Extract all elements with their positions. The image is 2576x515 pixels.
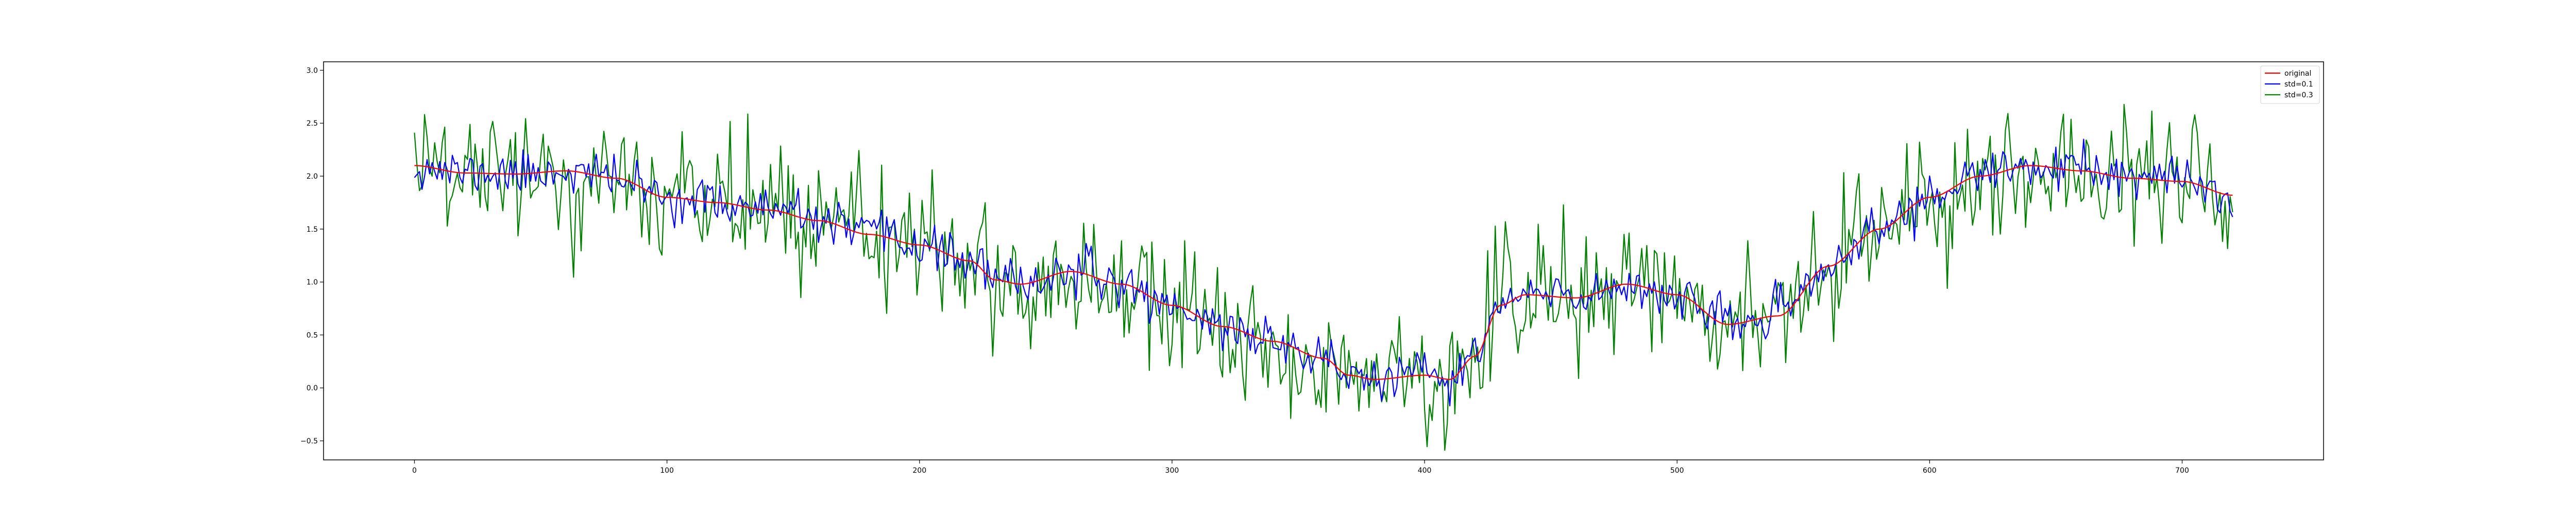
series-layer (414, 104, 2233, 451)
series-line-std-0-1 (414, 139, 2233, 406)
plot-frame (323, 61, 2324, 460)
series-line-std-0-3 (414, 104, 2233, 451)
x-tick-label: 0 (412, 467, 417, 475)
y-tick-label: 0.0 (307, 384, 318, 392)
series-line-original (414, 165, 2233, 380)
legend-label: std=0.1 (2284, 80, 2313, 89)
x-tick-label: 700 (2175, 467, 2189, 475)
x-tick-label: 600 (1923, 467, 1937, 475)
y-tick-label: 3.0 (307, 66, 318, 75)
legend: original std=0.1 std=0.3 (2260, 65, 2320, 104)
x-tick-label: 400 (1418, 467, 1432, 475)
x-tick-label: 500 (1670, 467, 1684, 475)
y-tick-label: 0.5 (307, 331, 318, 339)
x-axis: 0 100 200 300 400 500 600 700 (412, 460, 2189, 475)
legend-label: original (2284, 70, 2311, 78)
y-tick-label: 2.0 (307, 173, 318, 181)
y-tick-label: 1.5 (307, 226, 318, 234)
legend-box (2260, 65, 2320, 104)
x-tick-label: 100 (660, 467, 674, 475)
y-axis: −0.5 0.0 0.5 1.0 1.5 2.0 2.5 3.0 (300, 66, 324, 445)
y-tick-label: −0.5 (300, 437, 318, 445)
plot-background (324, 62, 2324, 460)
x-tick-label: 300 (1165, 467, 1179, 475)
plot-area (323, 61, 2324, 460)
y-tick-label: 1.0 (307, 279, 318, 287)
legend-label: std=0.3 (2284, 91, 2313, 99)
y-tick-label: 2.5 (307, 119, 318, 128)
x-tick-label: 200 (912, 467, 926, 475)
